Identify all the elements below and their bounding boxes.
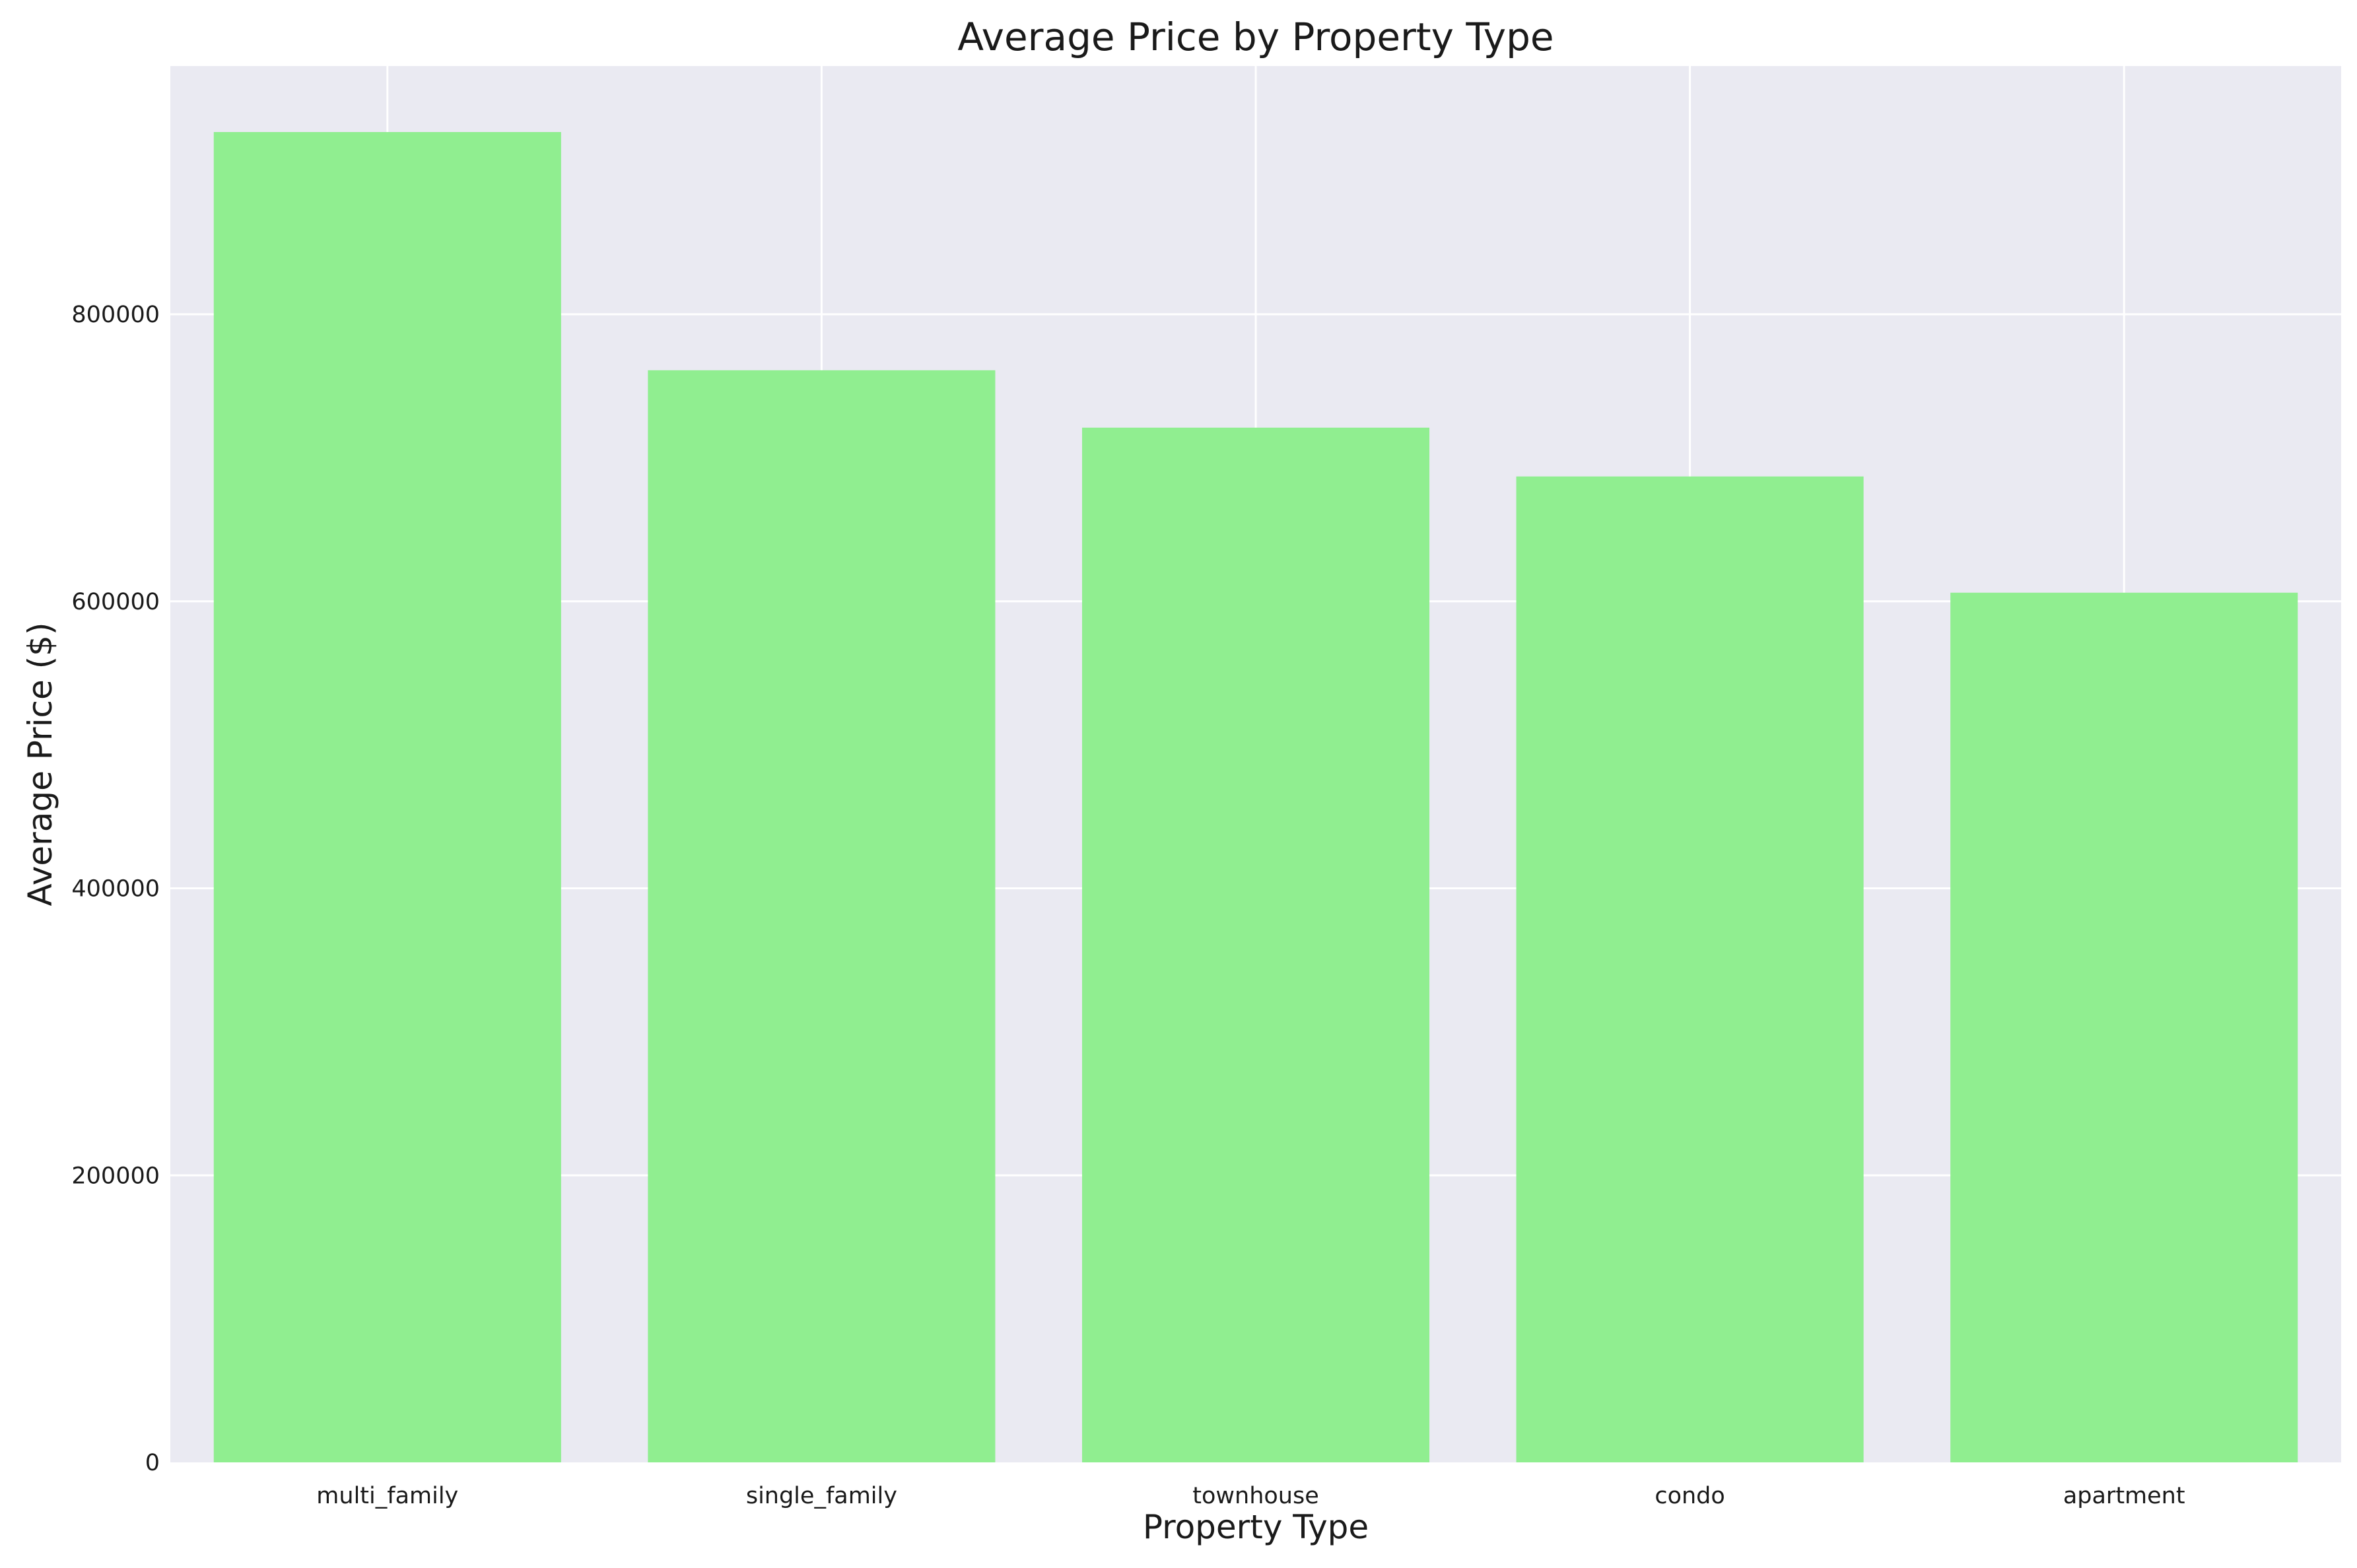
y-tick-label: 200000 — [71, 1163, 160, 1189]
chart-title: Average Price by Property Type — [957, 15, 1554, 59]
y-tick-label: 0 — [145, 1450, 160, 1476]
bar-townhouse — [1081, 427, 1430, 1462]
y-tick-label: 800000 — [71, 302, 160, 328]
x-axis-label: Property Type — [1143, 1508, 1369, 1546]
x-axis-ticks: multi_family single_family townhouse condo a… — [316, 1483, 2185, 1509]
x-tick-label: apartment — [2063, 1483, 2185, 1509]
y-axis-label: Average Price ($) — [21, 623, 59, 906]
bars — [213, 131, 2298, 1462]
y-axis-ticks: 0 200000 400000 600000 800000 — [71, 302, 160, 1476]
bar-multi-family — [213, 131, 561, 1462]
y-tick-label: 600000 — [71, 589, 160, 615]
y-tick-label: 400000 — [71, 876, 160, 903]
bar-single-family — [648, 370, 996, 1462]
x-tick-label: townhouse — [1192, 1483, 1319, 1509]
x-tick-label: multi_family — [316, 1483, 458, 1509]
bar-condo — [1516, 476, 1864, 1462]
x-tick-label: condo — [1655, 1483, 1725, 1509]
bar-apartment — [1950, 592, 2298, 1462]
x-tick-label: single_family — [746, 1483, 897, 1509]
